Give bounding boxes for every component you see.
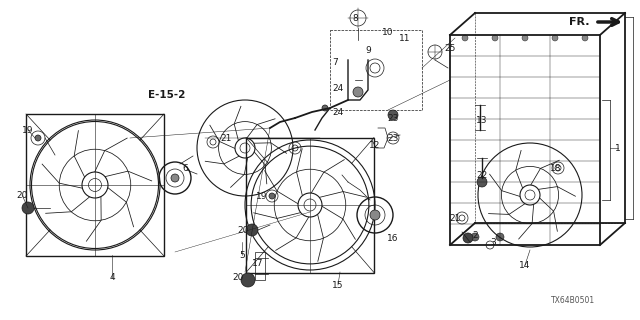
Text: 22: 22	[476, 171, 488, 180]
Text: 2: 2	[472, 230, 478, 239]
Text: 23: 23	[387, 114, 399, 123]
Circle shape	[241, 273, 255, 287]
Text: 9: 9	[365, 45, 371, 54]
Text: 6: 6	[182, 164, 188, 172]
Circle shape	[552, 35, 558, 41]
Text: 25: 25	[444, 44, 456, 52]
Text: E-15-2: E-15-2	[148, 90, 186, 100]
Circle shape	[246, 224, 258, 236]
Text: 14: 14	[519, 260, 531, 269]
Circle shape	[463, 233, 473, 243]
Text: 17: 17	[252, 259, 264, 268]
Circle shape	[477, 177, 487, 187]
Circle shape	[462, 35, 468, 41]
Text: 5: 5	[239, 251, 245, 260]
Text: 16: 16	[387, 234, 399, 243]
Text: 11: 11	[399, 34, 411, 43]
Bar	[26, 114, 164, 256]
Text: 20: 20	[16, 190, 28, 199]
Text: 1: 1	[615, 143, 621, 153]
Circle shape	[353, 87, 363, 97]
Circle shape	[471, 233, 479, 241]
Text: 13: 13	[476, 116, 488, 124]
Text: 8: 8	[352, 13, 358, 22]
Circle shape	[492, 35, 498, 41]
Circle shape	[35, 135, 41, 141]
Text: 19: 19	[22, 125, 34, 134]
Text: 23: 23	[387, 133, 399, 142]
Text: 7: 7	[332, 58, 338, 67]
Circle shape	[269, 193, 275, 199]
Text: 21: 21	[449, 213, 461, 222]
Text: 20: 20	[237, 226, 249, 235]
Circle shape	[496, 233, 504, 241]
Text: TX64B0501: TX64B0501	[551, 296, 595, 305]
Circle shape	[522, 35, 528, 41]
Bar	[330, 30, 422, 110]
Circle shape	[370, 210, 380, 220]
Bar	[255, 252, 265, 280]
Circle shape	[388, 110, 398, 120]
Text: 12: 12	[369, 140, 381, 149]
Text: FR.: FR.	[570, 17, 590, 27]
Text: 19: 19	[256, 191, 268, 201]
Text: 15: 15	[332, 281, 344, 290]
Text: 10: 10	[382, 28, 394, 36]
Circle shape	[322, 105, 328, 111]
Text: 20: 20	[232, 274, 244, 283]
Text: 21: 21	[220, 133, 232, 142]
Bar	[246, 138, 374, 273]
Text: 4: 4	[109, 274, 115, 283]
Text: 24: 24	[332, 84, 344, 92]
Text: 18: 18	[550, 164, 562, 172]
Circle shape	[582, 35, 588, 41]
Text: 24: 24	[332, 108, 344, 116]
Circle shape	[171, 174, 179, 182]
Circle shape	[22, 202, 34, 214]
Text: 3: 3	[490, 237, 496, 246]
